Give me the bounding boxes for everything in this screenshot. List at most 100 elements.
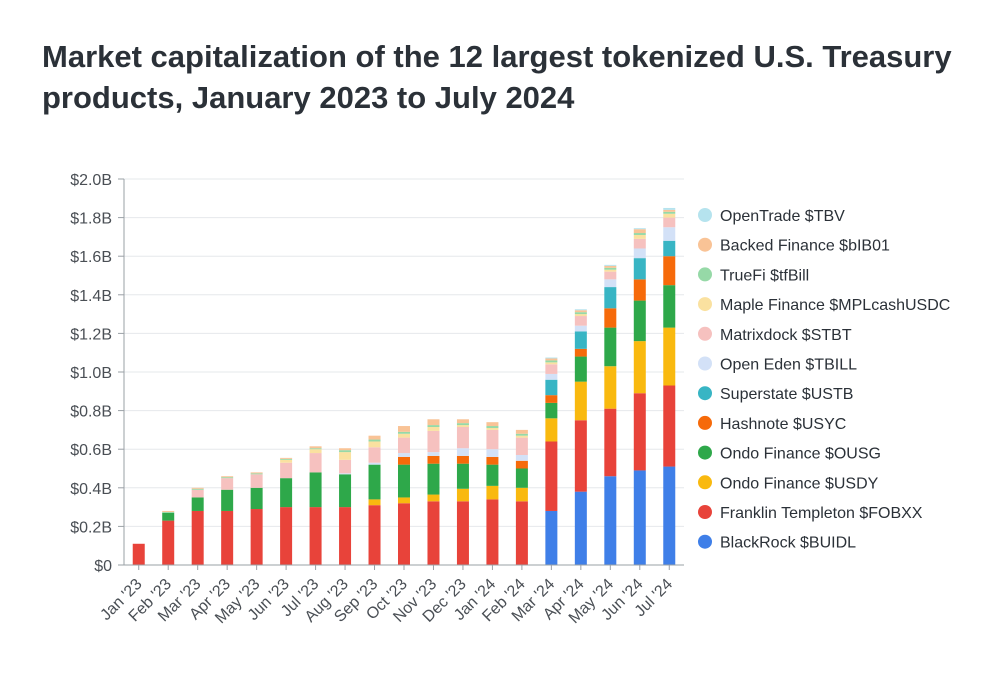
bar-segment <box>427 463 440 495</box>
bar-segment <box>633 258 646 280</box>
bar-segment <box>574 309 587 311</box>
bar-segment <box>250 474 263 488</box>
bar-segment <box>633 238 646 249</box>
bar-segment <box>604 366 617 409</box>
legend-label: Ondo Finance $USDY <box>720 475 879 492</box>
legend-item[interactable]: TrueFi $tfBill <box>698 267 809 284</box>
bar-segment <box>604 279 617 288</box>
bar-segment <box>574 420 587 492</box>
bar-segment <box>633 470 646 565</box>
bar-segment <box>191 497 204 511</box>
bar-segment <box>545 373 558 380</box>
y-tick-label: $0.4B <box>70 481 112 498</box>
bar-segment <box>309 449 322 454</box>
legend-item[interactable]: Hashnote $USYC <box>698 415 846 433</box>
bar-segment <box>604 269 617 272</box>
bar-segment <box>398 497 410 504</box>
legend-label: Matrixdock $STBT <box>720 327 852 344</box>
bar-segment <box>633 341 646 394</box>
bar-segment <box>486 464 499 486</box>
bar-segment <box>545 379 558 396</box>
bar-segment <box>633 248 646 259</box>
bar-segment <box>663 213 676 218</box>
legend-swatch <box>698 267 712 282</box>
legend-swatch <box>698 386 712 401</box>
bar-segment <box>663 466 676 565</box>
bar-segment <box>250 473 263 475</box>
bar-segment <box>574 331 587 349</box>
legend-item[interactable]: Backed Finance $bIB01 <box>698 237 890 255</box>
bar-segment <box>456 419 469 424</box>
bar-segment <box>456 425 469 428</box>
bar-segment <box>574 356 587 382</box>
legend-item[interactable]: Franklin Templeton $FOBXX <box>698 505 923 522</box>
legend-label: BlackRock $BUIDL <box>720 535 856 552</box>
legend-label: Superstate $USTB <box>720 386 853 403</box>
bar-segment <box>309 446 322 449</box>
bar-segment <box>604 287 617 309</box>
bar-segment <box>486 485 499 500</box>
legend-item[interactable]: Ondo Finance $OUSG <box>698 445 881 463</box>
bar-segment <box>368 499 381 506</box>
legend-item[interactable]: Ondo Finance $USDY <box>698 475 879 492</box>
bar-segment <box>280 458 293 460</box>
chart-title: Market capitalization of the 12 largest … <box>42 39 952 115</box>
legend-swatch <box>698 415 712 430</box>
legend-label: Open Eden $TBILL <box>720 357 857 374</box>
bar-segment <box>339 507 352 565</box>
bar-segment <box>545 357 558 359</box>
legend-item[interactable]: Open Eden $TBILL <box>698 356 857 374</box>
bar-segment <box>309 507 322 565</box>
legend-swatch <box>698 208 712 222</box>
bar-segment <box>604 264 617 266</box>
legend-swatch <box>698 505 712 519</box>
bar-segment <box>574 310 587 313</box>
bar-segment <box>633 234 646 239</box>
bar-segment <box>515 487 528 502</box>
legend-item[interactable]: BlackRock $BUIDL <box>698 534 856 552</box>
y-axis: $0 $0.2B $0.4B $0.6B $0.8B $1.0B $1.2B $1.4B $1.… <box>70 172 125 575</box>
legend-item[interactable]: Superstate $USTB <box>698 386 853 403</box>
bar-segment <box>456 488 469 502</box>
bar-segment <box>162 512 175 521</box>
bar-segment <box>663 227 676 241</box>
bar-segment <box>633 229 646 234</box>
bar-segment <box>545 360 558 363</box>
bar-segment <box>663 209 676 212</box>
bar-segment <box>398 456 410 465</box>
bar-segment <box>486 429 499 450</box>
legend-item[interactable]: Matrixdock $STBT <box>698 326 852 344</box>
legend-label: Hashnote $USYC <box>720 416 846 433</box>
bar-segment <box>427 430 440 453</box>
bar-segment <box>368 439 381 442</box>
bar-segment <box>398 437 410 454</box>
bar-segment <box>545 358 558 361</box>
bar-segment <box>545 441 558 511</box>
legend-swatch <box>698 356 712 371</box>
bar-segment <box>604 408 617 477</box>
legend-item[interactable]: Maple Finance $MPLcashUSDC <box>698 297 950 314</box>
bar-segment <box>633 233 646 235</box>
bar-segment <box>280 507 293 565</box>
y-tick-label: $0 <box>94 558 112 575</box>
bar-segment <box>280 478 293 508</box>
bar-segment <box>663 240 676 257</box>
bar-segment <box>368 462 381 465</box>
bar-segment <box>604 308 617 328</box>
legend-item[interactable]: OpenTrade $TBV <box>698 208 845 225</box>
legend-swatch <box>698 326 712 341</box>
bar-segment <box>456 501 469 565</box>
bar-segment <box>633 393 646 471</box>
bar-segment <box>604 265 617 268</box>
bar-segment <box>309 453 322 473</box>
bar-segment <box>604 271 617 280</box>
bar-segment <box>368 464 381 500</box>
bar-segment <box>280 459 293 463</box>
bar-segment <box>456 455 469 464</box>
bar-segment <box>427 452 440 456</box>
y-tick-label: $2.0B <box>70 172 112 189</box>
y-tick-label: $1.6B <box>70 249 112 266</box>
bar-segment <box>515 437 528 455</box>
bar-segment <box>250 487 263 510</box>
